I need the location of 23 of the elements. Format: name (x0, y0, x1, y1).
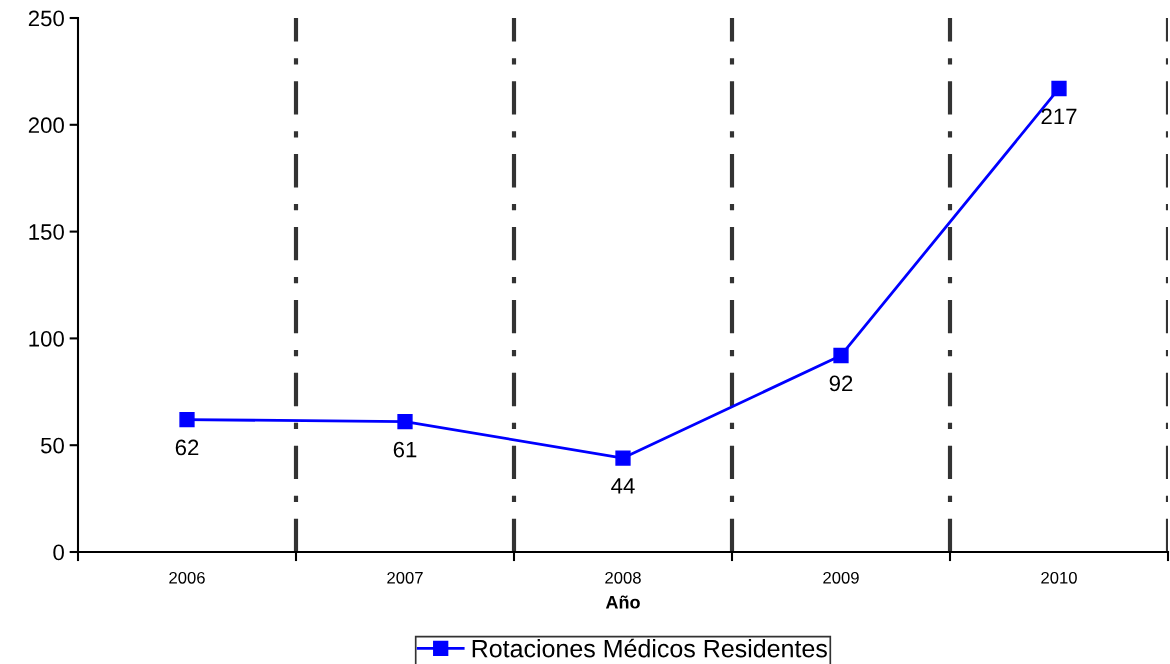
y-tick-label: 0 (53, 544, 64, 561)
data-label: 217 (1041, 108, 1077, 125)
y-tick-label: 150 (29, 224, 64, 240)
x-tick-label: 2009 (823, 571, 859, 584)
point (397, 414, 413, 430)
data-label: 61 (393, 441, 417, 458)
point (1051, 80, 1067, 97)
point (179, 411, 195, 428)
y-tick-label: 250 (28, 10, 64, 27)
x-tick-label: 2008 (605, 571, 641, 584)
y-tick-label: 50 (40, 437, 64, 454)
x-tick-label: 2010 (1041, 571, 1077, 584)
legend-label: Rotaciones Médicos Residentes (472, 638, 827, 658)
x-tick-label: 2007 (387, 571, 423, 584)
point (615, 450, 631, 466)
point (833, 347, 849, 364)
data-label: 92 (829, 375, 853, 392)
data-label: 44 (611, 478, 635, 494)
x-axis-title: Año (605, 595, 640, 609)
y-tick-label: 200 (28, 117, 64, 134)
y-tick-label: 100 (29, 330, 64, 347)
x-tick-label: 2006 (169, 571, 205, 584)
data-label: 62 (175, 439, 199, 456)
